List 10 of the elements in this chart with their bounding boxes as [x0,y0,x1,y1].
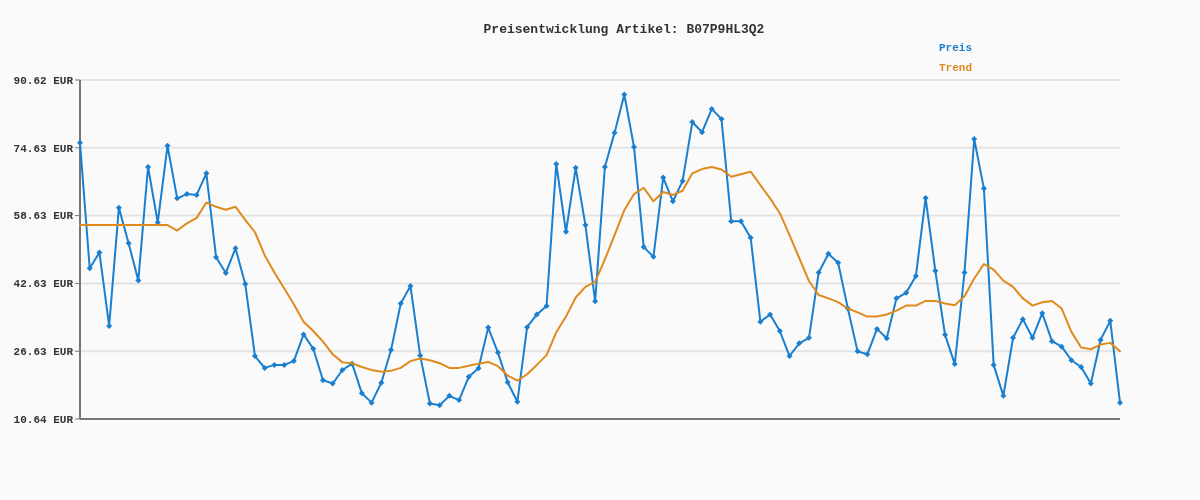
chart-title: Preisentwicklung Artikel: B07P9HL3Q2 [483,22,765,37]
y-tick-label: 26.63 EUR [13,346,74,359]
y-tick-label: 42.63 EUR [13,278,74,291]
y-tick-label: 90.62 EUR [13,74,74,87]
line-series [79,165,1121,382]
text: Trend [939,62,973,74]
y-tick-label: 74.63 EUR [13,142,74,155]
text: Preis [939,42,973,54]
y-tick-label: 58.63 EUR [13,210,74,223]
y-tick-label: 10.64 EUR [13,413,74,426]
